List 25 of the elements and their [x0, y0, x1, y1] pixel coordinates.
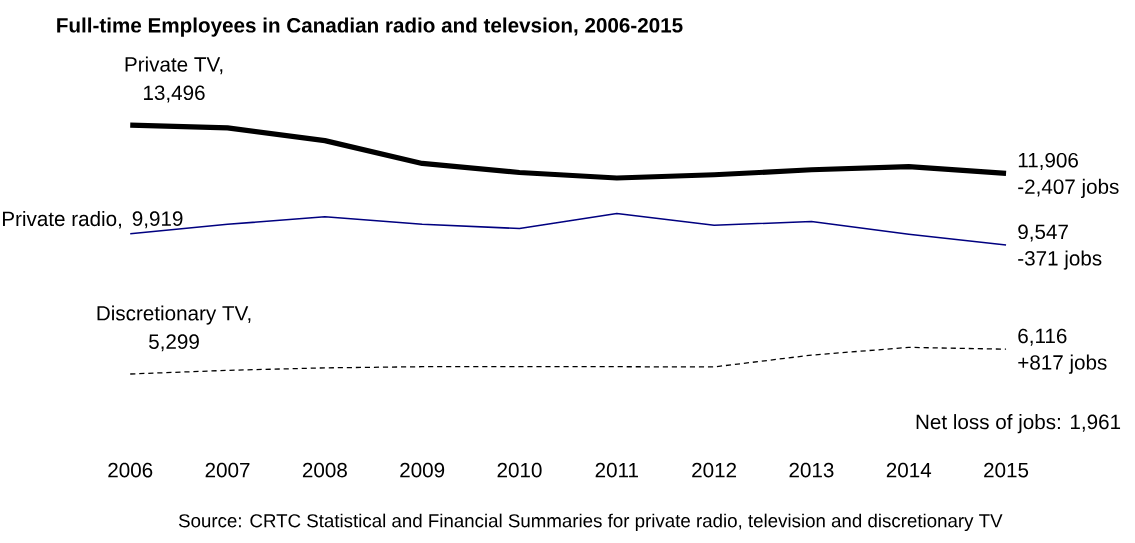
- data-label: 11,906: [1018, 153, 1078, 171]
- annotation: +817 jobs: [1018, 354, 1107, 374]
- source-note: Source: CRTC Statistical and Financial Summaries for private radio, television and discretionary TV: [178, 513, 1003, 532]
- series-label: Private radio,: [3, 211, 121, 229]
- data-label: 9,919: [132, 211, 183, 229]
- x-tick-label: 2015: [984, 462, 1029, 478]
- annotation: -371 jobs: [1018, 250, 1102, 270]
- data-label: 13,496: [144, 85, 205, 103]
- x-tick-label: 2011: [595, 462, 638, 478]
- x-tick-label: 2008: [302, 462, 347, 478]
- text: Private TV,: [125, 56, 223, 75]
- x-tick-label: 2013: [789, 462, 834, 478]
- x-tick-label: 2009: [400, 462, 445, 478]
- x-tick-label: 2014: [886, 462, 932, 478]
- data-label: 9,547: [1018, 224, 1068, 242]
- x-tick-label: 2010: [497, 462, 542, 478]
- text: Net loss of jobs: 1,961: [916, 414, 1121, 434]
- chart-title: Full-time Employees in Canadian radio and televsion, 2006-2015: [57, 17, 683, 37]
- x-tick-label: 2006: [108, 462, 153, 478]
- text: Discretionary TV,: [97, 305, 251, 325]
- x-tick-label: 2007: [205, 462, 250, 478]
- x-tick-label: 2012: [692, 462, 737, 478]
- data-label: 6,116: [1018, 328, 1067, 346]
- annotation: -2,407 jobs: [1018, 179, 1119, 199]
- data-label: 5,299: [149, 334, 199, 352]
